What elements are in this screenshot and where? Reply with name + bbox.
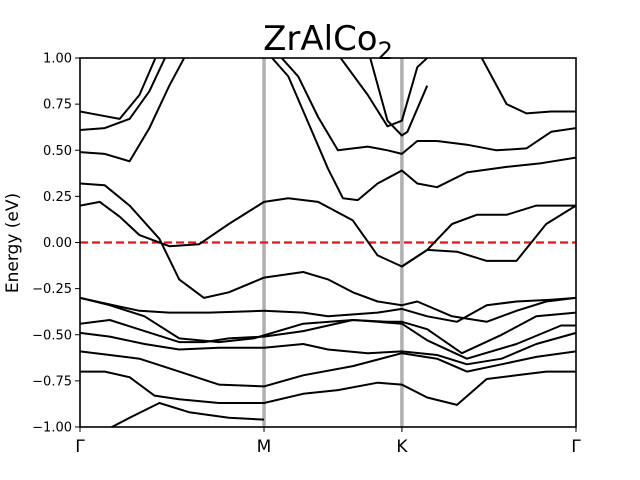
y-tick-label: −0.50 <box>32 328 72 343</box>
band-13 <box>80 58 157 120</box>
y-axis-ticks: −1.00 −0.75 −0.50 −0.25 0.00 0.25 0.50 0.75 1.00 <box>32 52 80 436</box>
band-6 <box>80 182 265 299</box>
y-tick-label: 0.00 <box>43 236 72 251</box>
band-lines <box>80 58 576 427</box>
k-point-label: K <box>396 437 408 457</box>
band-18 <box>480 58 576 115</box>
k-point-label: Γ <box>75 437 85 457</box>
band-2 <box>80 331 576 366</box>
chart-title-main: ZrAlCo <box>263 19 378 59</box>
y-tick-label: −0.75 <box>32 374 72 389</box>
band-19 <box>109 402 265 427</box>
band-14 <box>280 58 438 155</box>
y-axis-label: Energy (eV) <box>3 193 23 293</box>
y-tick-label: 0.50 <box>43 144 72 159</box>
band-7 <box>263 271 576 323</box>
k-point-label: Γ <box>571 437 581 457</box>
y-tick-label: 0.25 <box>43 190 72 205</box>
band-16 <box>339 58 429 128</box>
y-tick-label: −0.25 <box>32 282 72 297</box>
chart-title-subscript: 2 <box>378 37 393 65</box>
band-11 <box>80 58 186 163</box>
band-4 <box>80 370 576 406</box>
band-12 <box>80 58 167 131</box>
y-tick-label: 1.00 <box>43 52 72 67</box>
band-8 <box>80 197 576 268</box>
y-tick-label: 0.75 <box>43 98 72 113</box>
band-10 <box>270 58 576 202</box>
band-1 <box>80 311 576 355</box>
k-point-label: M <box>257 437 272 457</box>
band-17 <box>369 58 429 137</box>
y-tick-label: −1.00 <box>32 421 72 436</box>
band-5 <box>80 296 576 323</box>
band-15 <box>436 127 576 152</box>
band-9 <box>401 204 576 268</box>
band-3 <box>80 350 576 388</box>
